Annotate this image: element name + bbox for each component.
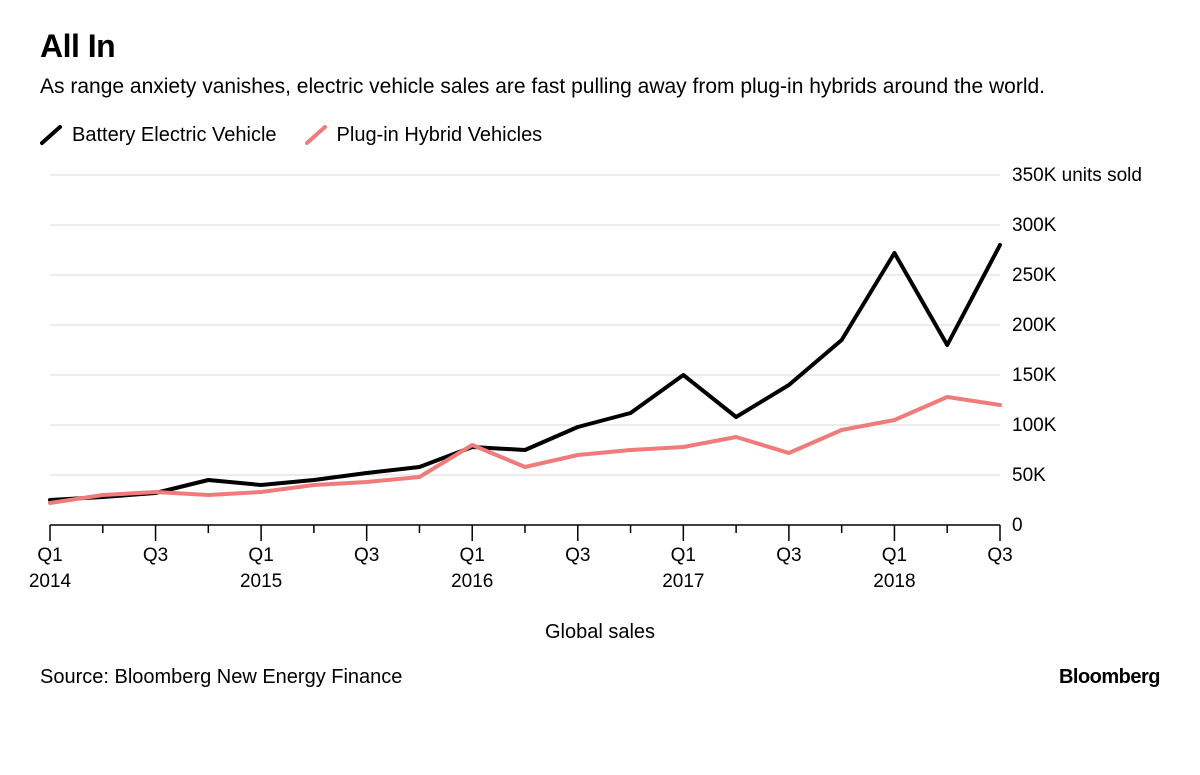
- chart-subtitle: As range anxiety vanishes, electric vehi…: [40, 73, 1160, 101]
- series-line: [50, 245, 1000, 500]
- legend-swatch-bev: [40, 123, 64, 147]
- legend-item-bev: Battery Electric Vehicle: [40, 123, 277, 147]
- x-axis-tick-label: Q3: [354, 545, 379, 566]
- x-axis-tick-label: Q3: [987, 545, 1012, 566]
- y-axis-tick-label: 100K: [1012, 415, 1057, 436]
- chart-title: All In: [40, 28, 1160, 65]
- x-axis-label: Global sales: [40, 621, 1160, 644]
- chart-area: 0 50K 100K 150K 200K 250K 300K 350K units sold Q…: [40, 165, 1160, 595]
- x-axis-year-label: 2015: [240, 571, 282, 592]
- y-axis-tick-label: 350K units sold: [1012, 165, 1142, 186]
- legend-label-bev: Battery Electric Vehicle: [72, 124, 277, 147]
- legend: Battery Electric Vehicle Plug-in Hybrid …: [40, 123, 1160, 147]
- brand-logo: Bloomberg: [1059, 666, 1160, 689]
- x-axis-tick-label: Q3: [565, 545, 590, 566]
- y-axis-tick-label: 200K: [1012, 315, 1057, 336]
- y-axis-tick-label: 0: [1012, 515, 1023, 536]
- x-axis-year-label: 2014: [29, 571, 72, 592]
- line-chart-svg: 0 50K 100K 150K 200K 250K 300K 350K units sold Q…: [40, 165, 1160, 595]
- x-axis-tick-label: Q3: [143, 545, 168, 566]
- y-axis-tick-label: 250K: [1012, 265, 1057, 286]
- legend-label-phev: Plug-in Hybrid Vehicles: [337, 124, 543, 147]
- legend-swatch-phev: [305, 123, 329, 147]
- source-text: Source: Bloomberg New Energy Finance: [40, 666, 402, 689]
- x-axis-tick-label: Q1: [248, 545, 273, 566]
- x-axis-tick-label: Q1: [882, 545, 907, 566]
- x-axis-tick-label: Q1: [37, 545, 62, 566]
- legend-item-phev: Plug-in Hybrid Vehicles: [305, 123, 543, 147]
- y-axis-tick-label: 50K: [1012, 465, 1046, 486]
- x-axis-tick-label: Q1: [460, 545, 485, 566]
- y-axis-tick-label: 300K: [1012, 215, 1057, 236]
- x-axis-year-label: 2018: [873, 571, 915, 592]
- x-axis-tick-label: Q3: [776, 545, 801, 566]
- x-axis-year-label: 2016: [451, 571, 493, 592]
- x-axis-tick-label: Q1: [671, 545, 696, 566]
- x-axis-year-label: 2017: [662, 571, 704, 592]
- y-axis-tick-label: 150K: [1012, 365, 1057, 386]
